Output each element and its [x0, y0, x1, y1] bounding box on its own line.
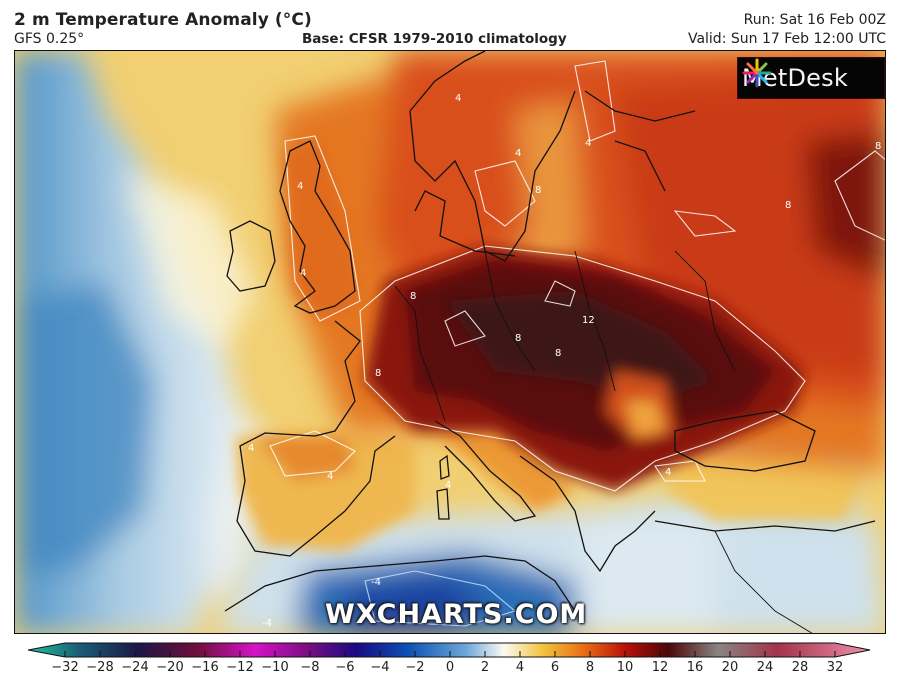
tick-label: 10: [616, 660, 634, 675]
tick-label: −16: [191, 660, 219, 675]
tick-label: −10: [261, 660, 289, 675]
svg-text:4: 4: [585, 138, 591, 149]
climatology-base-label: Base: CFSR 1979-2010 climatology: [302, 31, 567, 47]
svg-text:4: 4: [445, 480, 451, 491]
tick-label: −32: [51, 660, 79, 675]
tick-label: 32: [826, 660, 844, 675]
tick-label: 4: [515, 660, 525, 675]
tick-label: −20: [156, 660, 184, 675]
contour-lines: [269, 60, 885, 627]
tick-label: 16: [686, 660, 704, 675]
svg-text:8: 8: [785, 200, 791, 211]
valid-time-label: Valid: Sun 17 Feb 12:00 UTC: [687, 31, 886, 47]
tick-label: 8: [585, 660, 595, 675]
anomaly-map: 4 4 4 4 8 4 8 12 8 8 8 8 8 4 4 4 -4 -4 4: [14, 50, 886, 634]
tick-label: −8: [300, 660, 320, 675]
svg-text:8: 8: [410, 291, 416, 302]
svg-text:8: 8: [535, 185, 541, 196]
svg-text:4: 4: [297, 181, 303, 192]
svg-text:12: 12: [582, 315, 595, 326]
tick-label: −4: [370, 660, 390, 675]
tick-label: 24: [756, 660, 774, 675]
tick-label: 6: [550, 660, 560, 675]
chart-title: 2 m Temperature Anomaly (°C): [14, 10, 312, 30]
tick-label: −24: [121, 660, 149, 675]
tick-label: 28: [791, 660, 809, 675]
svg-text:8: 8: [375, 368, 381, 379]
tick-label: 0: [445, 660, 455, 675]
colorbar-tick-labels: −32 −28 −24 −20 −16 −12 −10 −8 −6 −4 −2 …: [0, 660, 900, 678]
wxcharts-watermark: WXCHARTS.COM: [325, 599, 588, 630]
run-time-label: Run: Sat 16 Feb 00Z: [743, 12, 886, 28]
tick-label: 2: [480, 660, 490, 675]
anomaly-field: 4 4 4 4 8 4 8 12 8 8 8 8 8 4 4 4 -4 -4 4: [15, 51, 885, 633]
svg-text:4: 4: [300, 268, 306, 279]
svg-text:-4: -4: [371, 577, 381, 588]
tick-label: −2: [405, 660, 425, 675]
svg-text:4: 4: [665, 467, 671, 478]
coastlines: [224, 51, 876, 633]
tick-label: −6: [335, 660, 355, 675]
model-label: GFS 0.25°: [14, 31, 85, 47]
tick-label: 12: [651, 660, 669, 675]
metdesk-logo: MetDesk: [737, 57, 885, 99]
colorbar: [28, 642, 871, 658]
tick-label: −12: [226, 660, 254, 675]
svg-text:-4: -4: [262, 618, 272, 629]
svg-text:8: 8: [875, 141, 881, 152]
svg-text:4: 4: [455, 93, 461, 104]
metdesk-burst-icon: [742, 58, 772, 88]
tick-label: −28: [86, 660, 114, 675]
svg-text:4: 4: [248, 443, 254, 454]
svg-text:8: 8: [555, 348, 561, 359]
svg-text:4: 4: [327, 471, 333, 482]
tick-label: 20: [721, 660, 739, 675]
contour-labels: 4 4 4 4 8 4 8 12 8 8 8 8 8 4 4 4 -4 -4 4: [248, 93, 881, 629]
svg-text:8: 8: [515, 333, 521, 344]
svg-text:4: 4: [515, 148, 521, 159]
